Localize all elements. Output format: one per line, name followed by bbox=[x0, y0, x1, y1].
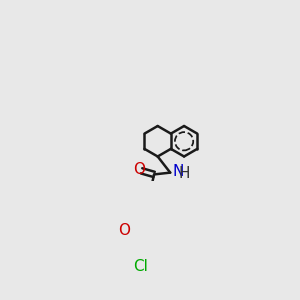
Text: H: H bbox=[178, 166, 190, 181]
Text: O: O bbox=[118, 223, 130, 238]
Text: N: N bbox=[172, 164, 183, 179]
Text: Cl: Cl bbox=[134, 259, 148, 274]
Text: O: O bbox=[133, 162, 145, 177]
